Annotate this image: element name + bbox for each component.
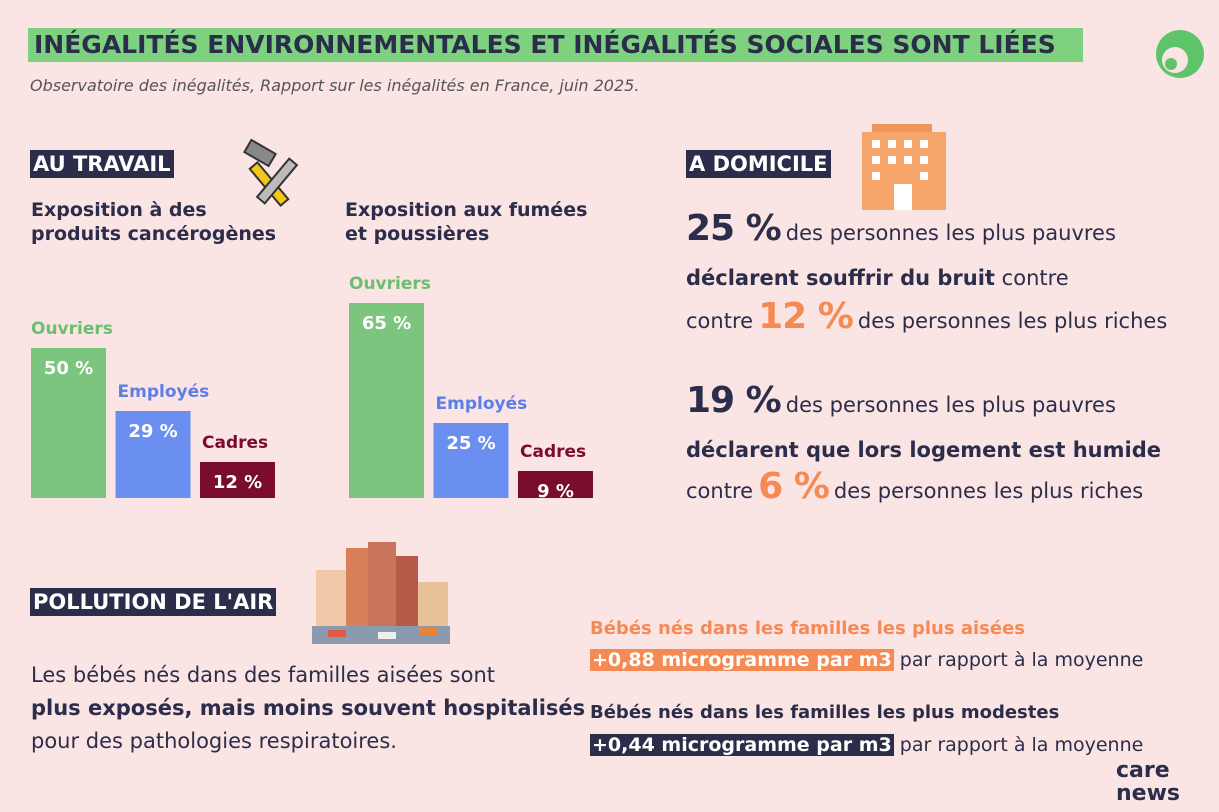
stat-line: déclarent que lors logement est humide [686, 438, 1161, 462]
stat-value: 25 % [686, 208, 782, 249]
stat-line: déclarent souffrir du bruit contre [686, 266, 1069, 290]
paragraph-line: pour des pathologies respiratoires. [31, 729, 397, 753]
building-icon [862, 124, 946, 210]
bar [31, 348, 106, 498]
title: INÉGALITÉS ENVIRONNEMENTALES ET INÉGALIT… [34, 30, 1056, 59]
text: des personnes les plus riches [857, 309, 1168, 333]
bar [518, 471, 593, 498]
bar [433, 423, 509, 498]
stat-line: 25 % des personnes les plus pauvres [686, 208, 1116, 249]
bar [349, 303, 424, 498]
text: par rapport à la moyenne [899, 734, 1144, 756]
air-heading: POLLUTION DE L'AIR [30, 588, 277, 616]
text: déclarent souffrir du bruit [686, 266, 995, 290]
value-label: 12 % [213, 472, 262, 493]
value-label: 50 % [44, 358, 93, 379]
babies-line: +0,88 microgramme par m3 par rapport à l… [590, 649, 1143, 671]
text: par rapport à la moyenne [899, 649, 1144, 671]
bar-chart: Ouvriers 50 % Employés 29 % Cadres 12 % [31, 319, 275, 498]
value-label: 65 % [362, 313, 411, 334]
babies-heading: Bébés nés dans les familles les plus ais… [590, 618, 1025, 639]
logo [1156, 30, 1204, 78]
text: des personnes les plus riches [833, 479, 1144, 503]
category-label: Employés [436, 394, 528, 414]
category-label: Ouvriers [349, 274, 431, 294]
text: des personnes les plus pauvres [785, 393, 1116, 417]
stat-line: contre 12 % des personnes les plus riche… [686, 296, 1167, 337]
babies-line: +0,44 microgramme par m3 par rapport à l… [590, 734, 1143, 756]
paragraph-line: Les bébés nés dans des familles aisées s… [31, 663, 496, 687]
category-label: Cadres [520, 442, 586, 462]
highlight-value: +0,44 microgramme par m3 [590, 734, 894, 756]
category-label: Ouvriers [31, 319, 113, 339]
chart-title: Exposition aux fumées et poussières [345, 199, 588, 245]
bar [115, 411, 191, 498]
stat-line: contre 6 % des personnes les plus riches [686, 466, 1143, 507]
tools-icon [243, 138, 299, 208]
stat-value: 12 % [758, 296, 854, 337]
value-label: 9 % [537, 481, 574, 498]
text: contre [1001, 266, 1069, 290]
work-heading: AU TRAVAIL [30, 150, 174, 178]
category-label: Cadres [202, 433, 268, 453]
brand: care [1116, 758, 1170, 783]
value-label: 29 % [128, 421, 177, 442]
stat-value: 19 % [686, 380, 782, 421]
stat-value: 6 % [758, 466, 830, 507]
brand: news [1116, 781, 1181, 806]
babies-heading: Bébés nés dans les familles les plus mod… [590, 702, 1060, 723]
paragraph-line: plus exposés, mais moins souvent hospita… [31, 696, 586, 720]
text: contre [686, 479, 754, 503]
text: des personnes les plus pauvres [785, 221, 1116, 245]
title-band [28, 28, 1083, 62]
highlight-value: +0,88 microgramme par m3 [590, 649, 894, 671]
bar [200, 462, 275, 498]
category-label: Employés [118, 382, 210, 402]
text: contre [686, 309, 754, 333]
stat-line: 19 % des personnes les plus pauvres [686, 380, 1116, 421]
home-heading: A DOMICILE [686, 150, 831, 178]
value-label: 25 % [446, 433, 495, 454]
subtitle: Observatoire des inégalités, Rapport sur… [30, 76, 640, 95]
city-icon [312, 542, 450, 644]
chart-title: Exposition à des produits cancérogènes [31, 199, 277, 245]
bar-chart: Ouvriers 65 % Employés 25 % Cadres 9 % [349, 274, 593, 498]
